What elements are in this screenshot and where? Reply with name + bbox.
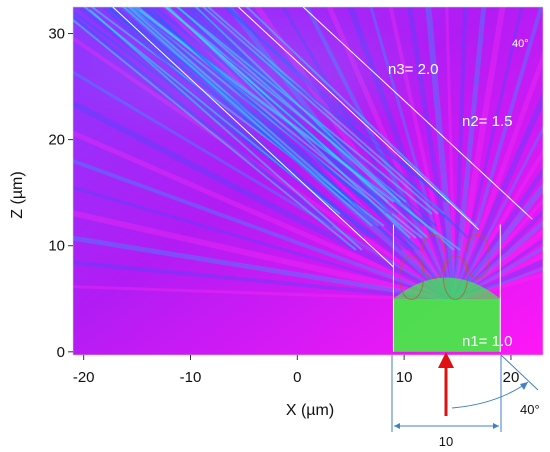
- substrate-structure: [393, 233, 501, 352]
- field-contour: [442, 255, 468, 301]
- field-contour: [464, 233, 490, 279]
- incident-arrow: [438, 352, 454, 416]
- x-axis-label: X (µm): [286, 402, 334, 419]
- label-n1: n1= 1.0: [462, 333, 512, 350]
- field-band: [452, 182, 543, 302]
- y-tick-label: 0: [57, 344, 65, 361]
- label-n3: n3= 2.0: [388, 61, 438, 78]
- angle-indicator-bottom: [451, 354, 539, 409]
- y-tick-label: 10: [48, 238, 65, 255]
- field-band: [73, 100, 457, 303]
- field-band: [73, 130, 457, 303]
- field-band: [453, 228, 543, 303]
- x-tick-label: 10: [396, 369, 413, 386]
- angle-label-top: 40°: [512, 38, 529, 50]
- y-axis-label: Z (µm): [9, 171, 26, 218]
- field-band: [453, 7, 524, 301]
- plot-area: [73, 7, 543, 355]
- field-band: [452, 91, 543, 302]
- x-tick-label: 0: [293, 369, 301, 386]
- field-band: [73, 158, 456, 302]
- width-label: 10: [439, 434, 453, 449]
- x-tick-label: 20: [503, 369, 520, 386]
- field-band: [452, 50, 543, 301]
- angle-label-bottom: 40°: [520, 402, 540, 417]
- green-field-region: [393, 298, 501, 352]
- y-tick-label: 30: [48, 26, 65, 43]
- y-tick-label: 20: [48, 132, 65, 149]
- field-band: [453, 148, 543, 302]
- field-band: [407, 7, 458, 301]
- interface-line: [302, 7, 533, 220]
- field-band: [445, 7, 457, 301]
- field-band: [453, 198, 543, 301]
- field-band: [369, 7, 457, 301]
- field-band: [452, 7, 506, 301]
- x-axis-ticks: -20 -10 0 10 20: [73, 355, 519, 386]
- label-n2: n2= 1.5: [462, 113, 512, 130]
- field-band: [453, 219, 543, 302]
- y-axis-ticks: 0 10 20 30: [48, 26, 73, 361]
- x-tick-label: -20: [73, 369, 95, 386]
- field-band: [73, 260, 456, 302]
- field-band: [73, 235, 456, 303]
- field-band: [454, 238, 543, 302]
- field-band: [453, 7, 468, 301]
- interface-lines: [112, 7, 533, 352]
- field-band: [73, 210, 456, 303]
- interface-line: [237, 7, 480, 231]
- field-contour: [398, 255, 424, 301]
- field-band: [453, 7, 543, 301]
- x-tick-label: -10: [180, 369, 202, 386]
- field-band: [452, 167, 543, 302]
- field-band: [453, 209, 543, 302]
- width-dimension: [391, 355, 502, 432]
- field-band: [73, 186, 456, 302]
- field-band: [388, 7, 457, 301]
- field-band: [73, 285, 456, 302]
- field-contour: [420, 233, 446, 279]
- field-band: [452, 7, 487, 301]
- field-band: [453, 125, 543, 301]
- interface-line: [112, 7, 394, 268]
- plot-frame: [72, 6, 544, 356]
